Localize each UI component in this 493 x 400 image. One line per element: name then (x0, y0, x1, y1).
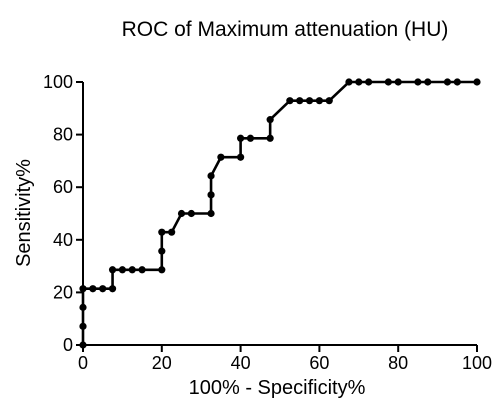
roc-data-point (266, 134, 274, 142)
roc-data-point (79, 322, 87, 330)
roc-data-point (246, 134, 255, 142)
roc-data-point (296, 97, 304, 105)
roc-data-point (168, 228, 176, 236)
y-ticks: 0 20 40 60 80 100 (43, 72, 83, 355)
roc-data-point (207, 209, 215, 218)
x-tick-label: 40 (231, 353, 251, 373)
roc-data-point (473, 78, 481, 86)
roc-points (79, 78, 481, 349)
roc-data-point (345, 78, 353, 86)
x-tick-label: 0 (78, 353, 88, 373)
roc-data-point (138, 266, 146, 274)
roc-data-point (414, 78, 422, 86)
roc-data-point (355, 78, 363, 86)
y-tick-label: 40 (53, 230, 73, 250)
roc-data-point (99, 285, 107, 293)
roc-data-point (158, 266, 166, 274)
roc-data-point (325, 97, 333, 105)
y-axis-label: Sensitivity% (13, 159, 35, 267)
roc-data-point (108, 266, 117, 274)
roc-data-point (237, 134, 245, 142)
roc-data-point (424, 78, 432, 86)
roc-data-point (266, 116, 274, 124)
chart-title: ROC of Maximum attenuation (HU) (122, 18, 449, 41)
roc-data-point (187, 209, 195, 218)
roc-data-point (394, 78, 402, 86)
roc-data-point (384, 78, 392, 86)
plot-area: 0 20 40 60 80 100 0 20 40 60 80 100 (43, 72, 492, 373)
roc-data-point (315, 97, 323, 105)
roc-data-point (207, 191, 215, 199)
roc-data-point (158, 228, 166, 236)
roc-data-point (453, 78, 461, 86)
roc-data-point (177, 209, 186, 218)
roc-data-point (128, 266, 136, 274)
y-tick-label: 60 (53, 177, 73, 197)
roc-data-point (158, 247, 166, 255)
x-ticks: 0 20 40 60 80 100 (78, 345, 492, 373)
roc-data-point (79, 341, 87, 349)
roc-data-point (79, 303, 87, 311)
x-tick-label: 80 (388, 353, 408, 373)
roc-data-point (305, 97, 314, 105)
x-tick-label: 20 (152, 353, 172, 373)
y-tick-label: 20 (53, 282, 73, 302)
x-tick-label: 100 (462, 353, 492, 373)
roc-data-point (118, 266, 126, 274)
roc-data-point (108, 285, 117, 293)
roc-data-point (217, 153, 225, 161)
x-axis-label: 100% - Specificity% (189, 377, 366, 399)
y-tick-label: 0 (63, 335, 73, 355)
y-tick-label: 80 (53, 125, 73, 145)
roc-data-point (443, 78, 452, 86)
roc-data-point (79, 285, 87, 293)
x-tick-label: 60 (309, 353, 329, 373)
roc-data-point (207, 172, 215, 180)
y-tick-label: 100 (43, 72, 73, 92)
roc-data-point (89, 285, 97, 293)
roc-data-point (365, 78, 373, 86)
roc-curve-line (81, 80, 477, 345)
roc-data-point (286, 97, 294, 105)
roc-data-point (237, 153, 245, 161)
